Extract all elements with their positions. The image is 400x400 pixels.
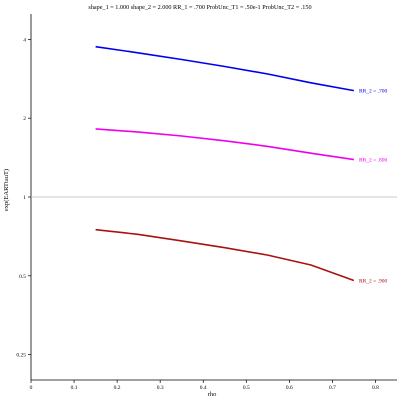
- series-label: RR_2 = .900: [359, 278, 388, 284]
- x-tick-label: 0.2: [114, 385, 121, 391]
- x-tick-label: 0.7: [329, 385, 336, 391]
- x-tick-label: 0.5: [243, 385, 250, 391]
- x-axis-label: rho: [208, 391, 217, 398]
- y-tick-label: 2: [23, 116, 26, 122]
- x-tick-label: 0.4: [200, 385, 207, 391]
- x-tick-label: 0.1: [71, 385, 78, 391]
- y-tick-label: 1: [23, 195, 26, 201]
- y-axis-label: exp(EARTtauT): [3, 169, 10, 211]
- series-label: RR_2 = .700: [359, 89, 388, 95]
- y-tick-label: 4: [23, 37, 26, 43]
- plot-area: 0 0.1 0.2 0.3 0.4 0.5 0.6 0.7 0.8 0.25 0.5 1 2 4 RR_2 …: [16, 14, 397, 391]
- x-tick-label: 0.6: [286, 385, 293, 391]
- y-tick-label: 0.5: [19, 274, 26, 280]
- x-tick-label: 0: [30, 385, 33, 391]
- y-tick-label: 0.25: [16, 353, 26, 359]
- series-line: [95, 45, 355, 92]
- x-tick-label: 0.3: [157, 385, 164, 391]
- series-label: RR_2 = .800: [359, 158, 388, 164]
- x-tick-label: 0.8: [372, 385, 379, 391]
- chart-title: shape_1 = 1.000 shape_2 = 2.000 RR_1 = .…: [88, 4, 311, 11]
- series-line: [95, 228, 355, 282]
- series-line: [95, 128, 355, 161]
